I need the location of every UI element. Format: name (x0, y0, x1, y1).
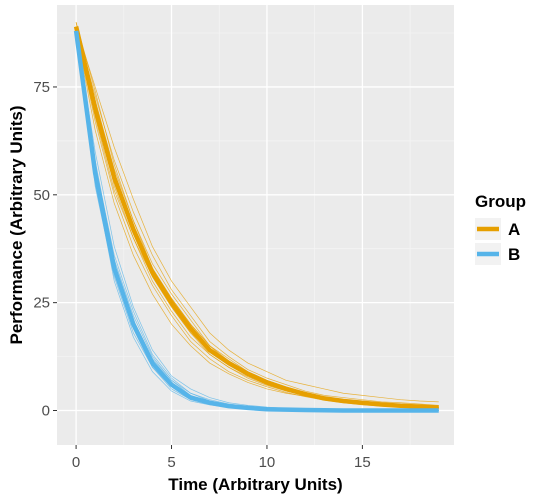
y-axis: 0 25 50 75 (33, 79, 57, 419)
x-tick-label: 15 (354, 454, 371, 471)
y-tick-label: 50 (33, 187, 50, 204)
y-tick-label: 25 (33, 295, 50, 312)
x-tick-label: 5 (167, 454, 175, 471)
series-A-replicate-line (75, 26, 439, 406)
x-tick-label: 0 (72, 454, 80, 471)
plot-panel (57, 5, 454, 445)
y-tick-label: 75 (33, 79, 50, 96)
y-axis-title: Performance (Arbitrary Units) (7, 105, 26, 344)
grid-minor (57, 5, 454, 445)
x-tick-label: 10 (259, 454, 276, 471)
series-A-mean-line (73, 26, 439, 410)
x-axis: 0 5 10 15 (72, 445, 371, 471)
legend-label-A: A (508, 220, 520, 239)
series-layer (73, 22, 439, 413)
legend: Group AB (475, 192, 526, 265)
series-B-mean-line (73, 30, 439, 413)
y-tick-label: 0 (42, 402, 50, 419)
legend-title: Group (475, 192, 526, 211)
x-axis-title: Time (Arbitrary Units) (168, 475, 342, 494)
legend-label-B: B (508, 245, 520, 264)
series-A-replicate-line (75, 26, 439, 403)
